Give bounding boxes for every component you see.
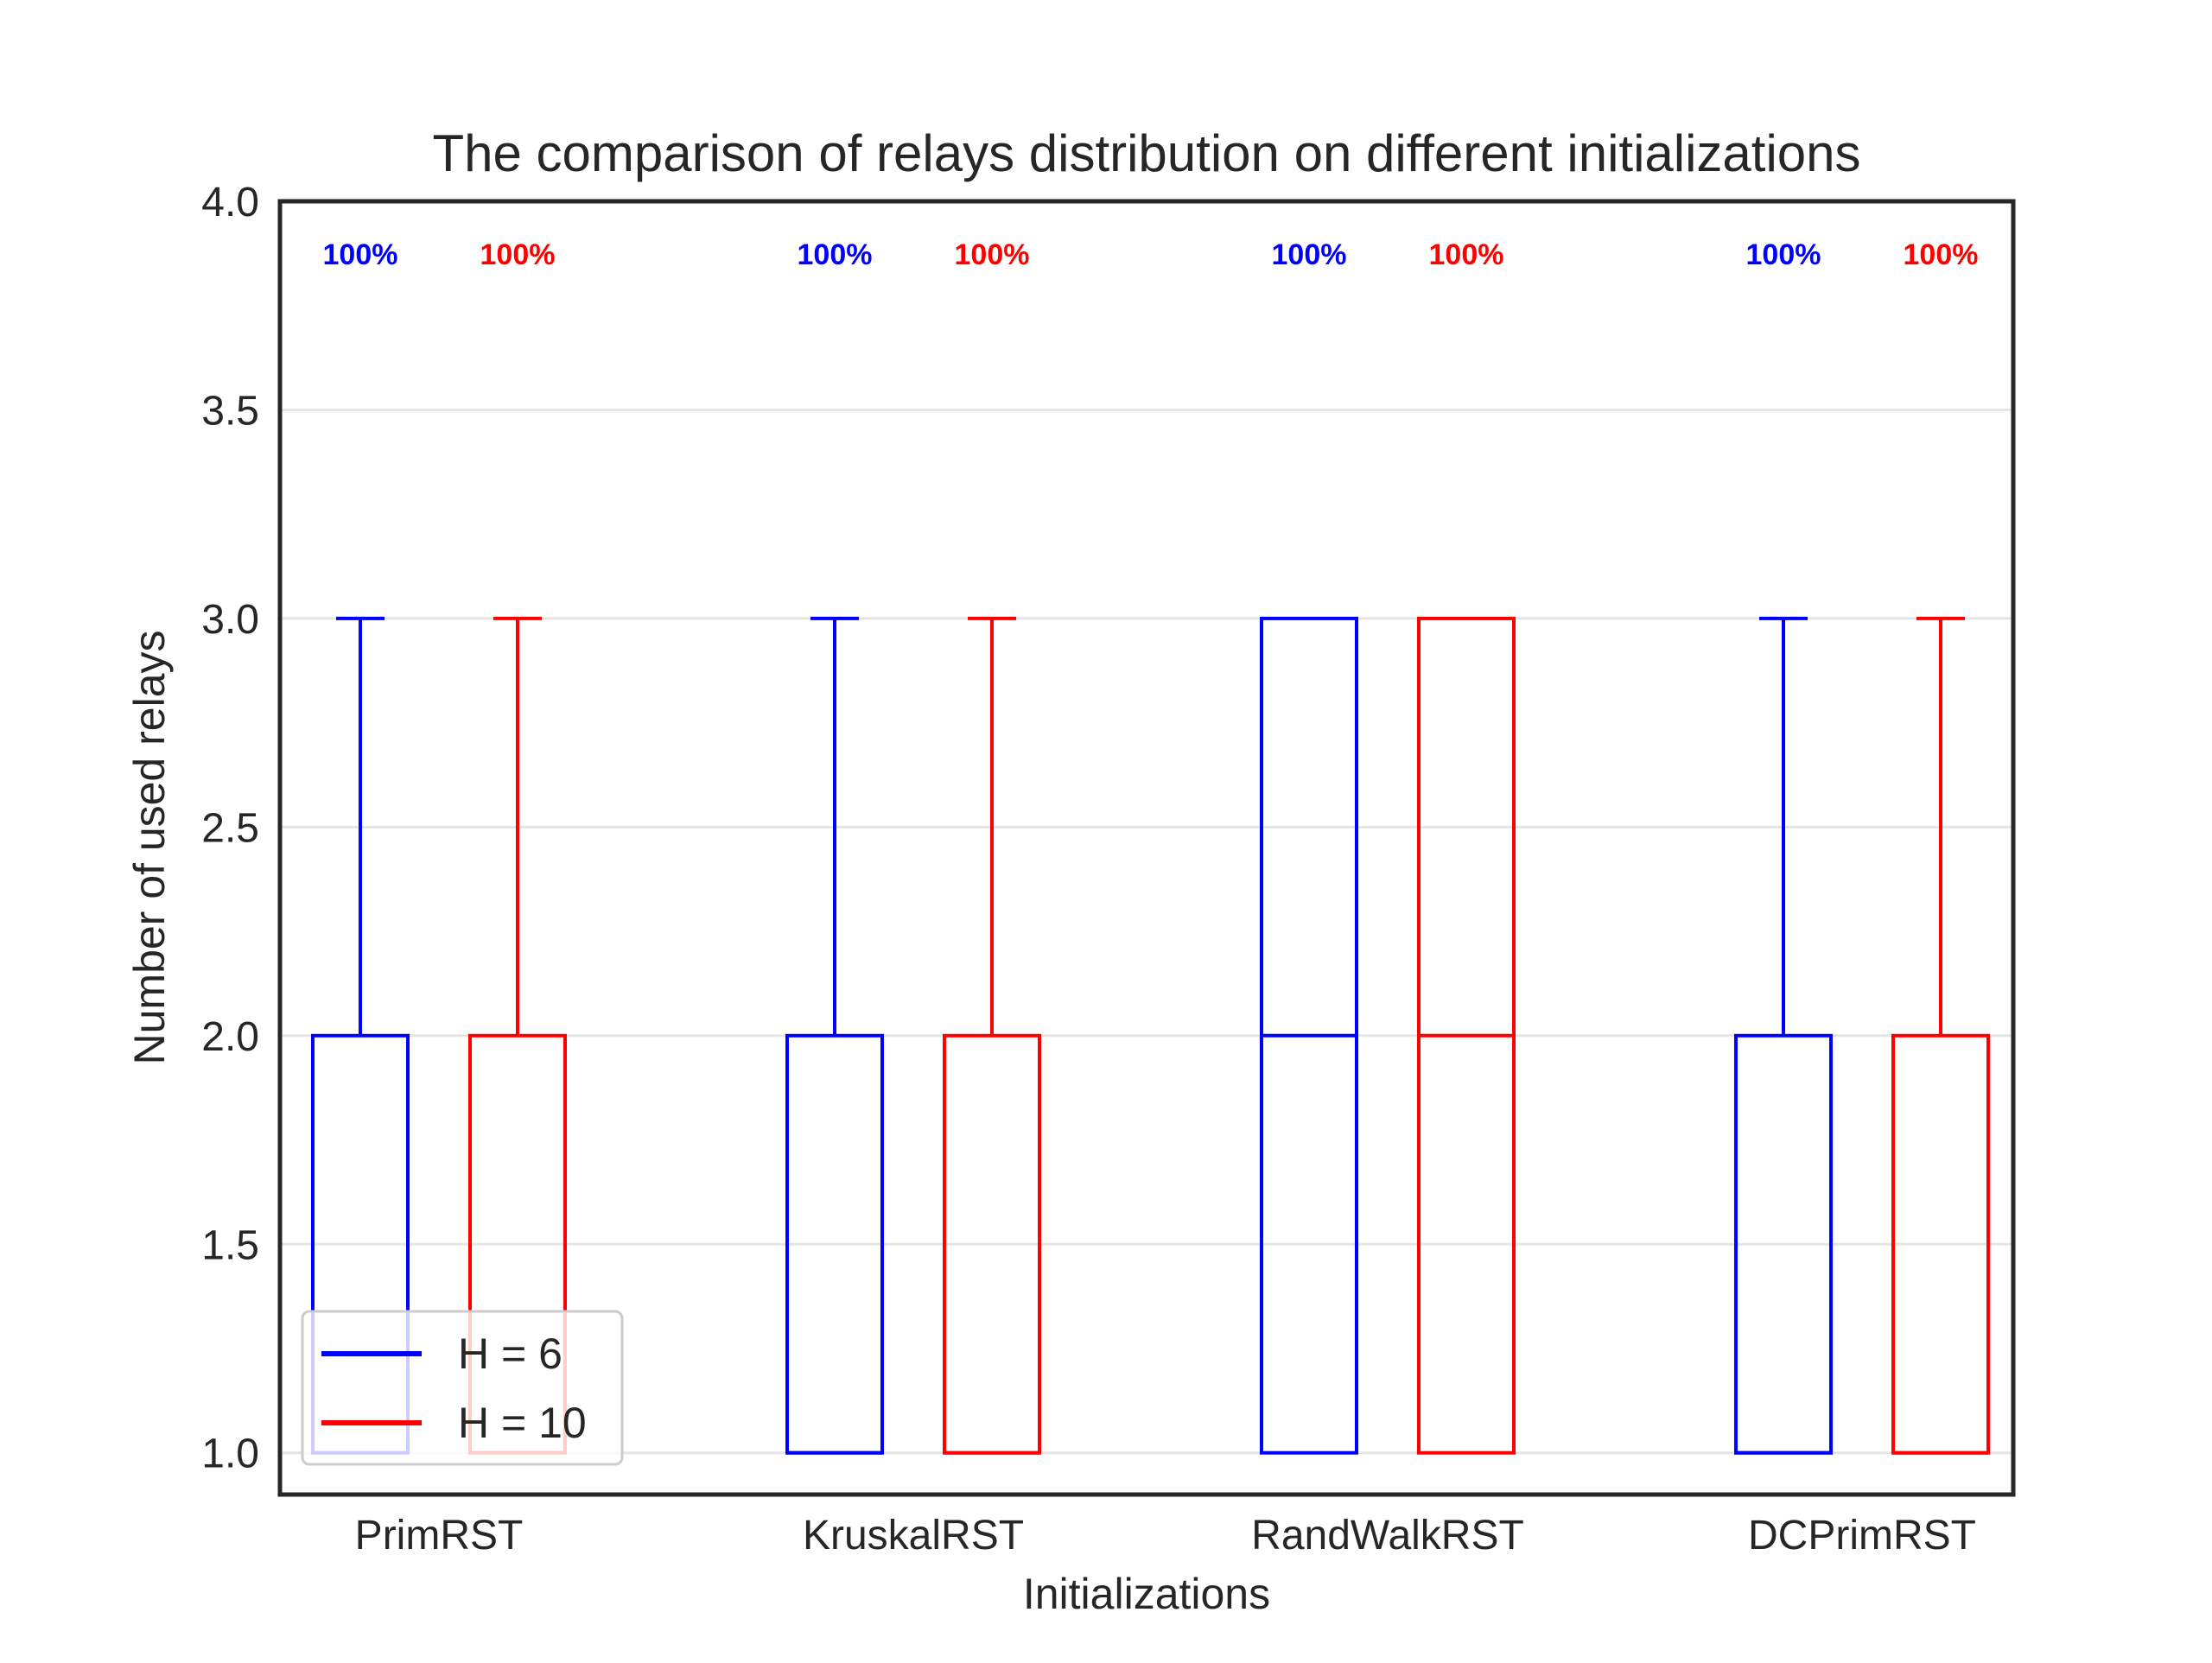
x-tick-label: PrimRST	[355, 1513, 524, 1558]
y-axis-label: Number of used relays	[125, 630, 174, 1064]
y-tick-label: 4.0	[201, 180, 259, 225]
chart-title: The comparison of relays distribution on…	[432, 124, 1860, 182]
y-tick-label: 1.5	[201, 1222, 259, 1268]
y-tick-label: 3.0	[201, 597, 259, 643]
x-tick-label: KruskalRST	[803, 1513, 1024, 1558]
percent-annotation: 100%	[1429, 238, 1504, 271]
x-tick-label: RandWalkRST	[1251, 1513, 1524, 1558]
x-axis-label: Initializations	[1023, 1570, 1270, 1618]
x-tick-label: DCPrimRST	[1748, 1513, 1976, 1558]
y-tick-label: 2.0	[201, 1014, 259, 1060]
legend-frame	[301, 1310, 624, 1466]
legend: H = 6 H = 10	[301, 1310, 624, 1466]
percent-annotation: 100%	[323, 238, 398, 271]
percent-annotation: 100%	[1746, 238, 1821, 271]
legend-label: H = 10	[458, 1399, 587, 1447]
percent-annotation: 100%	[798, 238, 873, 271]
y-tick-label: 3.5	[201, 388, 259, 434]
box-0-2	[1260, 616, 1358, 1455]
box-0-3	[1734, 616, 1833, 1455]
plot-frame	[277, 199, 2016, 1497]
y-tick-label: 1.0	[201, 1431, 259, 1477]
percent-annotation: 100%	[1272, 238, 1347, 271]
y-tick-label: 2.5	[201, 805, 259, 851]
box-0-1	[785, 616, 884, 1455]
annotation-layer: 100% 100% 100% 100% 100% 100% 100% 100%	[323, 238, 1979, 271]
percent-annotation: 100%	[1904, 238, 1979, 271]
percent-annotation: 100%	[955, 238, 1030, 271]
box-1-3	[1891, 616, 1990, 1455]
box-1-1	[943, 616, 1041, 1455]
legend-label: H = 6	[458, 1330, 563, 1378]
tick-layer: 1.0 1.5 2.0 2.5 3.0 3.5 4.0 PrimRST KruskalRST Ra…	[201, 180, 1976, 1558]
percent-annotation: 100%	[480, 238, 556, 271]
box-1-2	[1417, 616, 1516, 1455]
